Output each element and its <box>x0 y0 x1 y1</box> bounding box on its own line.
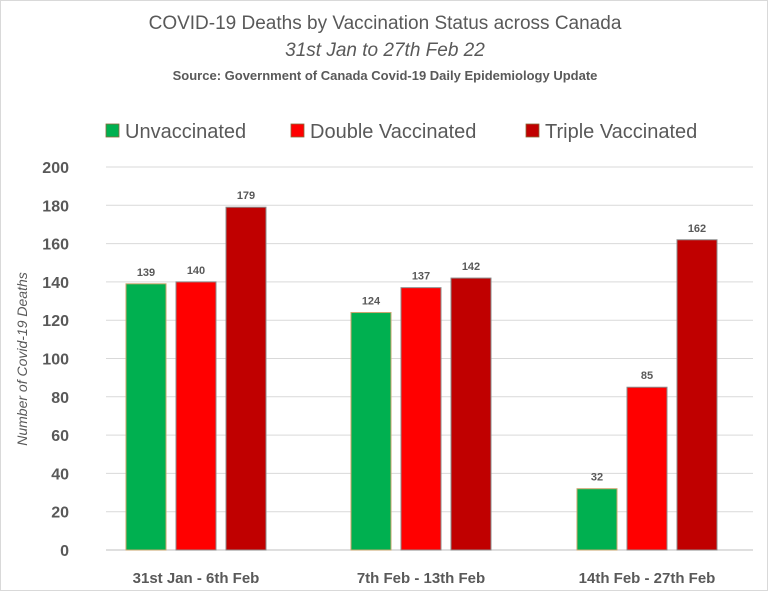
legend-swatch <box>290 123 305 138</box>
y-tick-label: 60 <box>51 428 69 445</box>
chart-source: Source: Government of Canada Covid-19 Da… <box>173 68 598 83</box>
data-label: 85 <box>641 370 653 382</box>
y-axis-label: Number of Covid-19 Deaths <box>14 272 30 446</box>
y-tick-label: 140 <box>42 275 69 292</box>
bar <box>225 206 267 551</box>
bar <box>450 277 492 551</box>
y-tick-label: 200 <box>42 160 69 177</box>
y-tick-label: 0 <box>60 543 69 560</box>
y-tick-label: 40 <box>51 466 69 483</box>
legend-swatch <box>105 123 120 138</box>
legend-swatch <box>525 123 540 138</box>
bar <box>626 386 668 551</box>
bar <box>125 283 167 551</box>
y-tick-label: 180 <box>42 198 69 215</box>
bar <box>576 488 618 551</box>
data-label: 32 <box>591 472 603 484</box>
data-label: 124 <box>362 296 381 308</box>
data-label: 139 <box>137 267 155 279</box>
bar <box>175 281 217 551</box>
data-label: 137 <box>412 271 430 283</box>
y-tick-label: 100 <box>42 352 69 369</box>
bar <box>350 312 392 551</box>
legend-label: Double Vaccinated <box>310 121 476 143</box>
y-tick-label: 120 <box>42 313 69 330</box>
bar <box>400 287 442 551</box>
x-tick-label: 7th Feb - 13th Feb <box>357 570 485 587</box>
data-label: 140 <box>187 265 205 277</box>
legend-label: Unvaccinated <box>125 121 246 143</box>
y-tick-label: 160 <box>42 237 69 254</box>
bar <box>676 239 718 551</box>
chart-title: COVID-19 Deaths by Vaccination Status ac… <box>149 13 622 34</box>
data-label: 179 <box>237 190 255 202</box>
chart-subtitle: 31st Jan to 27th Feb 22 <box>285 40 485 61</box>
legend-label: Triple Vaccinated <box>545 121 697 143</box>
data-label: 142 <box>462 261 480 273</box>
data-label: 162 <box>688 223 706 235</box>
x-tick-label: 14th Feb - 27th Feb <box>579 570 716 587</box>
x-tick-label: 31st Jan - 6th Feb <box>133 570 260 587</box>
y-tick-label: 80 <box>51 390 69 407</box>
y-tick-label: 20 <box>51 505 69 522</box>
